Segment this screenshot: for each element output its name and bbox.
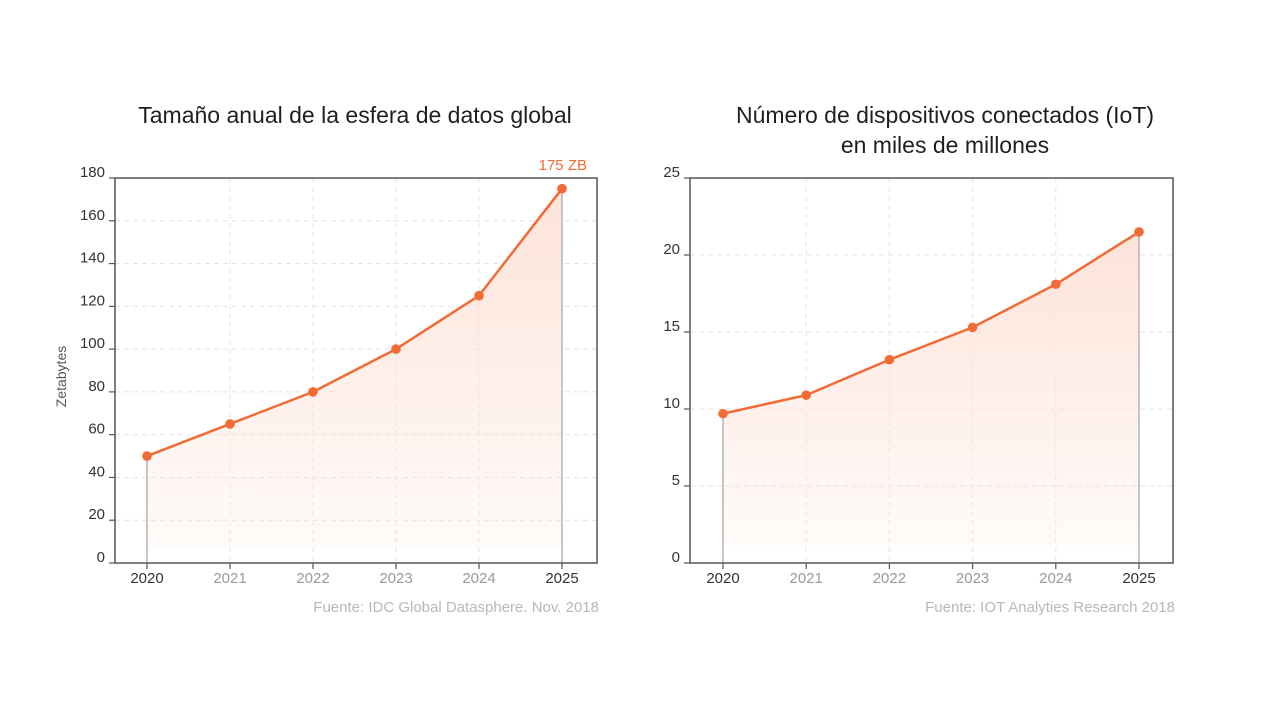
left-x-tick-label: 2022: [296, 570, 329, 587]
left-y-tick-label: 20: [88, 506, 105, 523]
left-y-tick-label: 160: [80, 207, 105, 224]
left-callout-label: 175 ZB: [539, 157, 587, 174]
right-data-point: [718, 408, 728, 419]
left-data-point: [557, 183, 567, 194]
left-data-point: [474, 290, 484, 301]
left-data-point: [225, 419, 235, 429]
left-x-tick-label: 2020: [130, 570, 163, 587]
left-plot-frame: [114, 177, 598, 564]
left-y-tick-label: 0: [97, 549, 105, 566]
left-series-line: [146, 187, 563, 458]
left-chart-title-line: Tamaño anual de la esfera de datos globa…: [138, 102, 572, 128]
right-chart-source: Fuente: IOT Analyties Research 2018: [925, 599, 1175, 616]
right-x-tick-label: 2022: [873, 570, 906, 587]
right-y-tick-label: 20: [663, 241, 680, 258]
right-chart-title-line-2: en miles de millones: [840, 132, 1050, 158]
right-y-tick-label: 25: [663, 164, 680, 181]
right-series-line: [722, 230, 1140, 415]
left-data-point: [391, 344, 401, 354]
left-y-tick-label: 180: [80, 164, 105, 181]
left-x-tick-label: 2024: [462, 570, 495, 587]
right-chart-title: Número de dispositivos conectados (IoT) …: [640, 100, 1250, 160]
right-y-tick-label: 10: [663, 395, 680, 412]
right-data-point: [884, 354, 895, 365]
left-chart-source: Fuente: IDC Global Datasphere. Nov. 2018: [313, 599, 599, 616]
left-y-tick-label: 60: [88, 421, 105, 438]
left-data-point: [308, 387, 318, 397]
right-y-tick-label: 5: [672, 472, 680, 489]
right-x-tick-label: 2024: [1039, 570, 1072, 587]
right-plot-frame: [689, 177, 1174, 564]
left-x-tick-label: 2023: [379, 570, 412, 587]
right-x-tick-label: 2021: [790, 570, 823, 587]
left-y-tick-label: 140: [80, 250, 105, 267]
left-x-tick-label: 2021: [213, 570, 246, 587]
left-y-tick-label: 100: [80, 335, 105, 352]
right-data-point: [1051, 279, 1061, 290]
right-chart-title-line-1: Número de dispositivos conectados (IoT): [735, 102, 1155, 128]
right-data-point: [1134, 227, 1144, 237]
right-x-tick-label: 2025: [1122, 570, 1155, 587]
right-data-point: [801, 390, 811, 400]
left-data-point: [142, 451, 152, 461]
right-y-tick-label: 15: [663, 318, 680, 335]
right-data-point: [967, 322, 978, 333]
left-x-tick-label: 2025: [545, 570, 578, 587]
left-chart-title: Tamaño anual de la esfera de datos globa…: [60, 100, 650, 130]
left-area-fill: [147, 188, 562, 548]
right-x-tick-label: 2020: [706, 570, 739, 587]
right-y-tick-label: 0: [672, 549, 680, 566]
left-y-tick-label: 120: [80, 292, 105, 309]
right-x-tick-label: 2023: [956, 570, 989, 587]
left-y-tick-label: 40: [88, 463, 105, 480]
left-y-tick-label: 80: [88, 378, 105, 395]
left-y-axis-label: Zetabytes: [53, 346, 69, 407]
right-area-fill: [723, 231, 1139, 545]
